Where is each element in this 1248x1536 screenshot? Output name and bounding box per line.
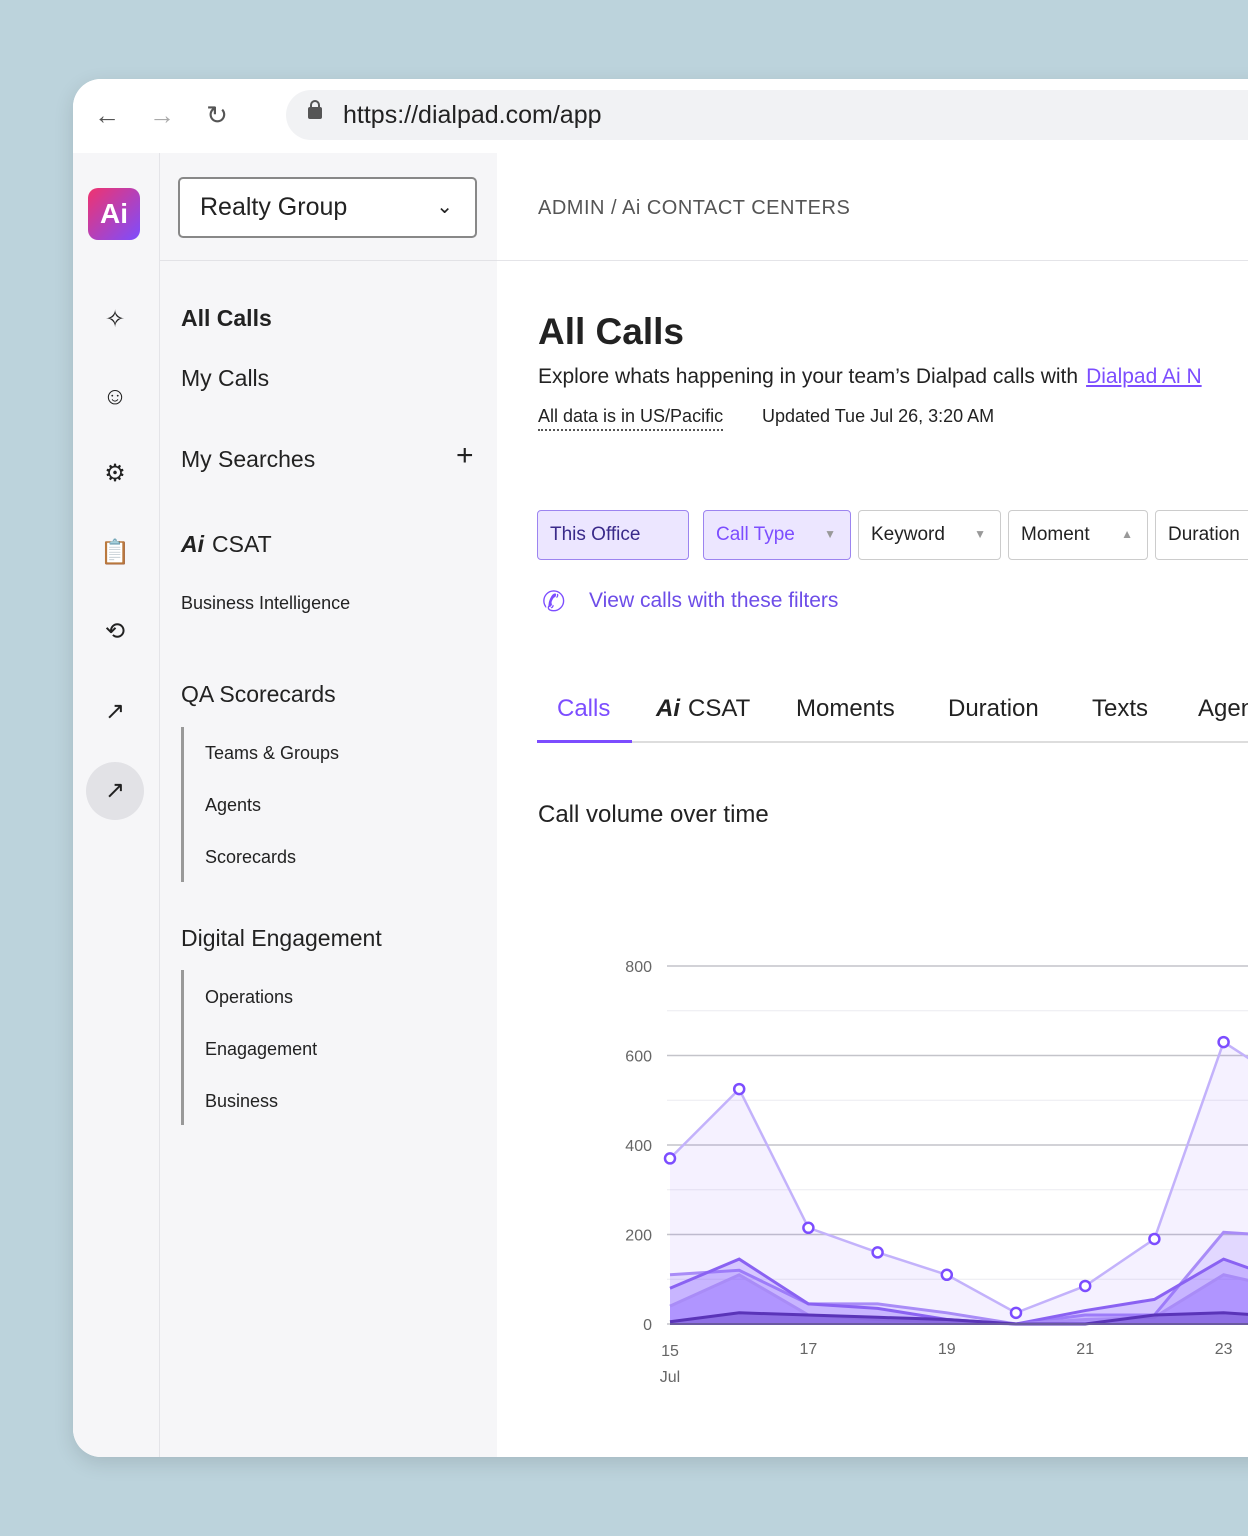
x-tick-label: 19 bbox=[938, 1341, 956, 1358]
x-tick-label: 15 bbox=[661, 1343, 679, 1360]
filter-label: Duration bbox=[1168, 524, 1240, 545]
divider bbox=[497, 260, 1248, 261]
caret-down-icon: ▼ bbox=[824, 527, 836, 541]
series-area-3 bbox=[670, 1274, 1248, 1324]
user-icon[interactable]: ☺ bbox=[102, 383, 128, 410]
x-tick-label: 21 bbox=[1076, 1341, 1094, 1358]
icon-rail: Ai ✧ ☺ ⚙ 📋 ⟲ ↗ ↗ bbox=[73, 153, 160, 1457]
sidebar-item-all-calls[interactable]: All Calls bbox=[181, 305, 272, 331]
workspace-label: Realty Group bbox=[200, 193, 348, 221]
sidebar-item-my-calls[interactable]: My Calls bbox=[181, 365, 270, 391]
phone-icon: ✆ bbox=[542, 586, 566, 617]
series-area-0 bbox=[670, 1042, 1248, 1324]
dialpad-ai-link[interactable]: Dialpad Ai N bbox=[1086, 365, 1202, 388]
sidebar-section-qa-scorecards[interactable]: QA Scorecards bbox=[181, 681, 336, 707]
data-point bbox=[1148, 1232, 1161, 1246]
csat-label: CSAT bbox=[212, 531, 272, 557]
back-icon[interactable]: ← bbox=[94, 100, 120, 130]
chart-title: Call volume over time bbox=[538, 801, 769, 828]
clipboard-ai-icon[interactable]: 📋 bbox=[100, 539, 130, 566]
tab-agents[interactable]: Agents bbox=[1198, 695, 1248, 722]
trending-up-icon[interactable]: ↗ bbox=[104, 698, 126, 725]
caret-down-icon: ▼ bbox=[974, 527, 986, 541]
dialpad-ai-logo[interactable]: Ai bbox=[88, 188, 140, 240]
caret-up-icon: ▲ bbox=[1121, 527, 1133, 541]
page-title: All Calls bbox=[538, 311, 684, 352]
sidebar-subitem[interactable]: Teams & Groups bbox=[205, 743, 340, 763]
chevron-down-icon: ⌄ bbox=[436, 196, 453, 218]
data-point bbox=[1078, 1279, 1092, 1293]
sidebar-subitem[interactable]: Agents bbox=[205, 795, 262, 815]
page-description: Explore whats happening in your team’s D… bbox=[538, 365, 1202, 389]
y-tick-label: 600 bbox=[625, 1049, 652, 1066]
workspace-select[interactable]: Realty Group ⌄ bbox=[178, 177, 477, 238]
sidebar-item-business-intelligence[interactable]: Business Intelligence bbox=[181, 593, 351, 613]
filter-label: Moment bbox=[1021, 524, 1090, 545]
reload-icon[interactable]: ↻ bbox=[206, 100, 228, 130]
timezone-note[interactable]: All data is in US/Pacific bbox=[538, 406, 724, 431]
tab-bar: Calls Ai CSAT Moments Duration Texts Agen… bbox=[537, 671, 1248, 743]
divider bbox=[160, 260, 497, 261]
view-calls-label: View calls with these filters bbox=[589, 589, 839, 612]
browser-toolbar: ← → ↻ https://dialpad.com/app bbox=[73, 79, 1248, 153]
section-bar bbox=[181, 970, 184, 1125]
data-point bbox=[802, 1221, 815, 1235]
x-tick-label: 23 bbox=[1215, 1341, 1233, 1358]
data-point bbox=[663, 1152, 677, 1165]
data-point bbox=[1009, 1306, 1023, 1320]
y-tick-label: 400 bbox=[625, 1138, 652, 1155]
sidebar-subitem[interactable]: Business bbox=[205, 1091, 279, 1111]
filter-duration[interactable]: Duration bbox=[1155, 510, 1248, 560]
analytics-trending-icon[interactable]: ↗ bbox=[86, 762, 144, 820]
sidebar-item-my-searches[interactable]: My Searches bbox=[181, 446, 316, 472]
sidebar-subitem[interactable]: Scorecards bbox=[205, 847, 297, 867]
tab-calls[interactable]: Calls bbox=[557, 695, 611, 722]
updated-timestamp: Updated Tue Jul 26, 3:20 AM bbox=[762, 406, 995, 426]
x-sub-label: Jul bbox=[660, 1369, 680, 1386]
lock-icon bbox=[308, 100, 322, 119]
tab-label: CSAT bbox=[688, 695, 751, 722]
y-tick-label: 800 bbox=[625, 959, 652, 976]
add-search-icon[interactable]: + bbox=[456, 439, 474, 472]
description-text: Explore whats happening in your team’s D… bbox=[538, 365, 1079, 388]
browser-window: ← → ↻ https://dialpad.com/app Ai ✧ ☺ ⚙ 📋… bbox=[73, 79, 1248, 1457]
url-text: https://dialpad.com/app bbox=[343, 101, 602, 129]
filter-this-office[interactable]: This Office bbox=[537, 510, 689, 560]
tab-texts[interactable]: Texts bbox=[1092, 695, 1149, 722]
ai-logo-icon: Ai bbox=[181, 531, 204, 557]
history-icon[interactable]: ⟲ bbox=[104, 618, 126, 645]
forward-icon[interactable]: → bbox=[149, 100, 175, 130]
data-point bbox=[940, 1268, 954, 1282]
sidebar-subitem[interactable]: Operations bbox=[205, 987, 294, 1007]
address-bar[interactable]: https://dialpad.com/app bbox=[286, 90, 1248, 140]
sparkles-icon[interactable]: ✧ bbox=[104, 306, 126, 333]
data-point bbox=[732, 1082, 746, 1096]
sidebar-subitem[interactable]: Enagagement bbox=[205, 1039, 318, 1059]
call-volume-chart: 0 200 400 600 800 15 17 19 21 23 Jul bbox=[625, 959, 1248, 1386]
filter-call-type[interactable]: Call Type ▼ bbox=[703, 510, 851, 560]
data-point bbox=[871, 1246, 884, 1259]
filter-keyword[interactable]: Keyword ▼ bbox=[858, 510, 1001, 560]
y-tick-label: 200 bbox=[625, 1228, 652, 1245]
sidebar-item-csat[interactable]: Ai CSAT bbox=[181, 531, 272, 558]
view-calls-link[interactable]: ✆ View calls with these filters bbox=[542, 586, 839, 617]
tab-csat[interactable]: Ai CSAT bbox=[656, 695, 750, 723]
sidebar-section-digital-engagement[interactable]: Digital Engagement bbox=[181, 925, 382, 951]
filter-label: This Office bbox=[550, 524, 641, 545]
filter-label: Call Type bbox=[716, 524, 795, 545]
breadcrumb: ADMIN / Ai CONTACT CENTERS bbox=[538, 197, 851, 219]
tab-duration[interactable]: Duration bbox=[948, 695, 1039, 722]
section-bar bbox=[181, 727, 184, 882]
gear-icon[interactable]: ⚙ bbox=[104, 460, 126, 487]
filter-label: Keyword bbox=[871, 524, 945, 545]
y-tick-label: 0 bbox=[643, 1317, 652, 1334]
active-tab-indicator bbox=[537, 740, 632, 743]
tab-moments[interactable]: Moments bbox=[796, 695, 895, 722]
sidebar: Realty Group ⌄ All Calls My Calls My Sear… bbox=[160, 153, 497, 1457]
main-content: ADMIN / Ai CONTACT CENTERS All Calls Exp… bbox=[497, 153, 1248, 1457]
filter-moment[interactable]: Moment ▲ bbox=[1008, 510, 1148, 560]
ai-logo-icon: Ai bbox=[656, 695, 680, 722]
data-point bbox=[1217, 1035, 1230, 1049]
x-tick-label: 17 bbox=[800, 1341, 818, 1358]
